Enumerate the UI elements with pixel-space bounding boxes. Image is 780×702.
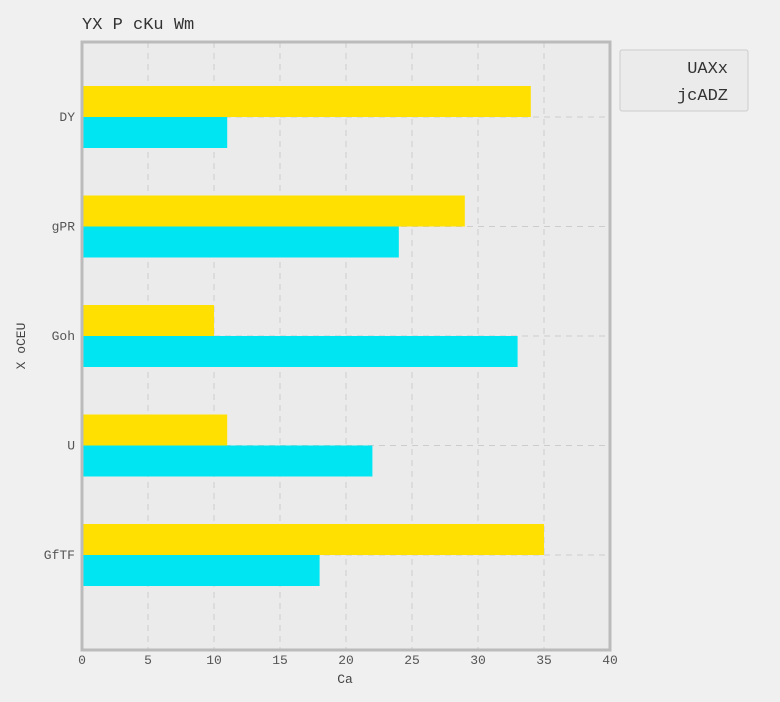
legend: UAXx jcADZ xyxy=(620,50,748,111)
x-tick-label: 0 xyxy=(78,653,86,668)
x-tick-labels: 0 5 10 15 20 25 30 35 40 xyxy=(78,653,618,668)
bar-series-2 xyxy=(82,117,227,148)
x-tick-label: 10 xyxy=(206,653,222,668)
bar-series-1 xyxy=(82,196,465,227)
bar-series-2 xyxy=(82,227,399,258)
legend-label: UAXx xyxy=(687,60,728,79)
legend-label: jcADZ xyxy=(677,87,728,106)
x-tick-label: 40 xyxy=(602,653,618,668)
x-tick-label: 5 xyxy=(144,653,152,668)
y-axis-label: X oCEU xyxy=(14,323,29,370)
y-tick-label: U xyxy=(67,439,75,454)
y-tick-label: DY xyxy=(59,110,75,125)
bar-series-2 xyxy=(82,555,320,586)
y-tick-labels: DY gPR Goh U GfTF xyxy=(44,110,75,563)
bar-series-1 xyxy=(82,305,214,336)
bar-series-2 xyxy=(82,336,518,367)
x-tick-label: 35 xyxy=(536,653,552,668)
bar-series-1 xyxy=(82,86,531,117)
x-tick-label: 20 xyxy=(338,653,354,668)
y-tick-label: Goh xyxy=(52,329,75,344)
x-tick-label: 30 xyxy=(470,653,486,668)
y-tick-label: GfTF xyxy=(44,548,75,563)
chart-title: YX P cKu Wm xyxy=(82,16,194,35)
y-tick-label: gPR xyxy=(52,220,76,235)
x-axis-label: Ca xyxy=(337,672,353,687)
x-tick-label: 25 xyxy=(404,653,420,668)
bar-series-1 xyxy=(82,415,227,446)
bar-series-1 xyxy=(82,524,544,555)
x-tick-label: 15 xyxy=(272,653,288,668)
bar-series-2 xyxy=(82,446,372,477)
